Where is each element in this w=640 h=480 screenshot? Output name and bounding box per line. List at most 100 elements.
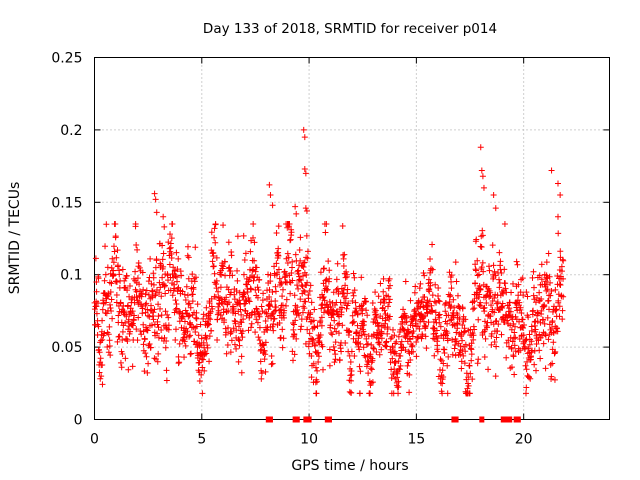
data-point bbox=[220, 222, 227, 229]
data-point bbox=[228, 252, 235, 259]
data-point bbox=[172, 326, 179, 333]
data-point bbox=[308, 299, 315, 306]
data-point bbox=[338, 304, 345, 311]
data-point bbox=[523, 384, 530, 391]
data-point bbox=[507, 322, 514, 329]
data-point bbox=[263, 310, 270, 317]
data-point bbox=[267, 278, 274, 285]
data-point bbox=[304, 248, 311, 255]
data-point bbox=[524, 372, 531, 379]
data-point bbox=[376, 351, 383, 358]
data-point bbox=[99, 361, 106, 368]
data-point bbox=[517, 347, 524, 354]
data-point bbox=[479, 232, 486, 239]
data-point bbox=[333, 328, 340, 335]
data-point bbox=[365, 340, 372, 347]
data-point bbox=[326, 267, 333, 274]
data-point bbox=[151, 355, 158, 362]
data-point bbox=[109, 255, 116, 262]
data-point bbox=[448, 272, 455, 279]
zero-marker bbox=[303, 416, 309, 423]
data-point bbox=[373, 314, 380, 321]
data-point bbox=[102, 299, 109, 306]
data-point bbox=[402, 347, 409, 354]
data-point bbox=[361, 331, 368, 338]
data-point bbox=[465, 374, 472, 381]
data-point bbox=[196, 359, 203, 366]
data-point bbox=[427, 256, 434, 263]
data-point bbox=[468, 340, 475, 347]
data-point bbox=[184, 243, 191, 250]
data-point bbox=[134, 275, 141, 282]
data-point bbox=[467, 345, 474, 352]
data-point bbox=[279, 344, 286, 351]
data-point bbox=[143, 353, 150, 360]
data-point bbox=[527, 375, 534, 382]
data-point bbox=[522, 337, 529, 344]
data-point bbox=[266, 294, 273, 301]
data-point bbox=[503, 354, 510, 361]
data-point bbox=[264, 313, 271, 320]
data-point bbox=[395, 333, 402, 340]
x-tick-labels: 0 5 10 15 20 bbox=[90, 432, 533, 448]
data-point bbox=[445, 353, 452, 360]
data-point bbox=[325, 309, 332, 316]
data-point bbox=[454, 292, 461, 299]
data-point bbox=[299, 273, 306, 280]
data-point bbox=[265, 306, 272, 313]
data-point bbox=[296, 247, 303, 254]
data-point bbox=[422, 333, 429, 340]
data-point bbox=[129, 363, 136, 370]
data-point bbox=[200, 311, 207, 318]
data-point bbox=[207, 310, 214, 317]
data-point bbox=[507, 308, 514, 315]
data-point bbox=[155, 350, 162, 357]
data-point bbox=[303, 254, 310, 261]
data-point bbox=[254, 294, 261, 301]
data-point bbox=[520, 325, 527, 332]
data-point bbox=[256, 276, 263, 283]
data-point bbox=[272, 288, 279, 295]
data-point bbox=[164, 311, 171, 318]
data-point bbox=[93, 310, 100, 317]
data-point bbox=[442, 308, 449, 315]
data-point bbox=[145, 291, 152, 298]
data-point bbox=[381, 296, 388, 303]
data-point bbox=[351, 287, 358, 294]
data-point bbox=[139, 269, 146, 276]
data-point bbox=[385, 285, 392, 292]
data-point bbox=[372, 311, 379, 318]
data-point bbox=[204, 344, 211, 351]
data-point bbox=[173, 249, 180, 256]
data-point bbox=[107, 352, 114, 359]
data-point bbox=[395, 383, 402, 390]
data-point bbox=[343, 305, 350, 312]
data-point bbox=[331, 325, 338, 332]
x-tick-label: 5 bbox=[197, 432, 206, 448]
data-point bbox=[533, 367, 540, 374]
data-point bbox=[377, 280, 384, 287]
data-point bbox=[171, 285, 178, 292]
data-point bbox=[490, 192, 497, 199]
data-point bbox=[516, 336, 523, 343]
data-point bbox=[180, 334, 187, 341]
data-point bbox=[181, 291, 188, 298]
data-point bbox=[254, 319, 261, 326]
data-point bbox=[281, 307, 288, 314]
data-point bbox=[183, 310, 190, 317]
data-point bbox=[528, 327, 535, 334]
data-point bbox=[147, 255, 154, 262]
data-point bbox=[268, 353, 275, 360]
data-point bbox=[486, 267, 493, 274]
data-point bbox=[533, 341, 540, 348]
data-point bbox=[432, 316, 439, 323]
data-point bbox=[478, 167, 485, 174]
data-point bbox=[202, 332, 209, 339]
data-point bbox=[251, 239, 258, 246]
data-point bbox=[431, 352, 438, 359]
data-point bbox=[95, 323, 102, 330]
data-point bbox=[361, 352, 368, 359]
data-point bbox=[444, 330, 451, 337]
data-point bbox=[479, 227, 486, 234]
data-point bbox=[203, 335, 210, 342]
